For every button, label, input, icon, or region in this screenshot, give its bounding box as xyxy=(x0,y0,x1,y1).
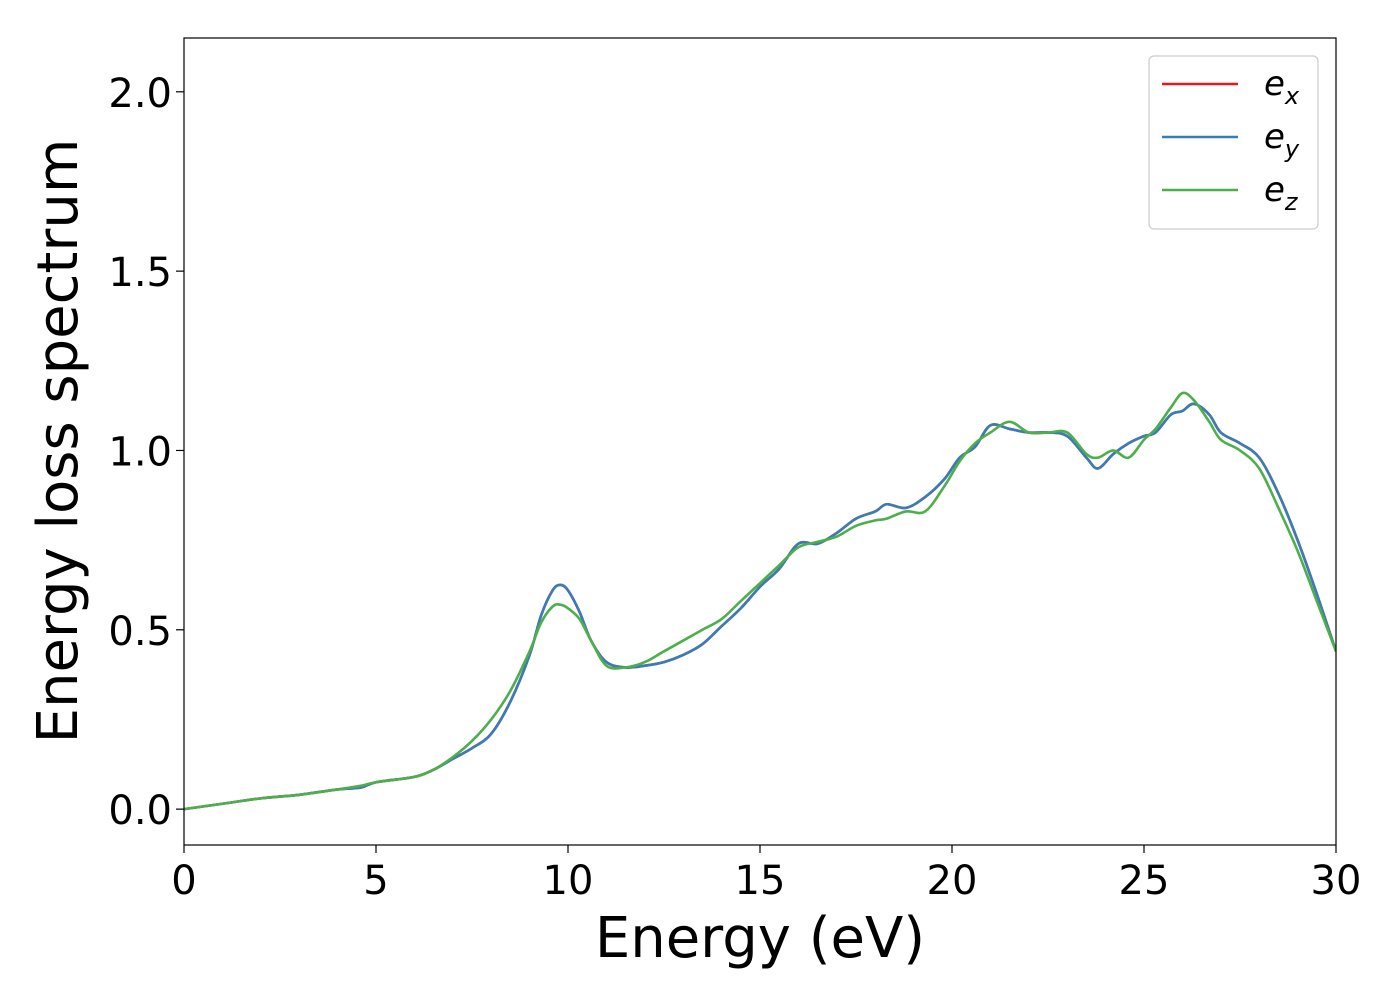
y-tick-label: 0.0 xyxy=(108,788,172,834)
legend-label-z: ez xyxy=(1264,170,1299,216)
legend-label-y: ey xyxy=(1264,117,1300,163)
x-tick-label: 0 xyxy=(171,858,196,904)
x-tick-label: 10 xyxy=(543,858,594,904)
x-axis: 0 5 10 15 20 25 30 xyxy=(171,845,1361,904)
x-tick-label: 30 xyxy=(1311,858,1362,904)
y-tick-label: 2.0 xyxy=(108,71,172,117)
series-line-z xyxy=(184,391,1336,811)
y-tick-label: 0.5 xyxy=(108,609,172,655)
y-tick-label: 1.0 xyxy=(108,429,172,475)
x-axis-title: Energy (eV) xyxy=(595,906,925,971)
legend: ex ey ez xyxy=(1148,55,1319,230)
x-tick-label: 20 xyxy=(927,858,978,904)
x-tick-label: 25 xyxy=(1119,858,1170,904)
y-tick-label: 1.5 xyxy=(108,250,172,296)
x-tick-label: 5 xyxy=(363,858,388,904)
x-tick-label: 15 xyxy=(735,858,786,904)
series-line-y xyxy=(184,402,1336,811)
legend-box xyxy=(1148,55,1319,230)
y-axis: 0.0 0.5 1.0 1.5 2.0 xyxy=(108,71,184,834)
legend-label-x: ex xyxy=(1264,64,1300,110)
y-axis-title: Energy loss spectrum xyxy=(26,139,91,744)
